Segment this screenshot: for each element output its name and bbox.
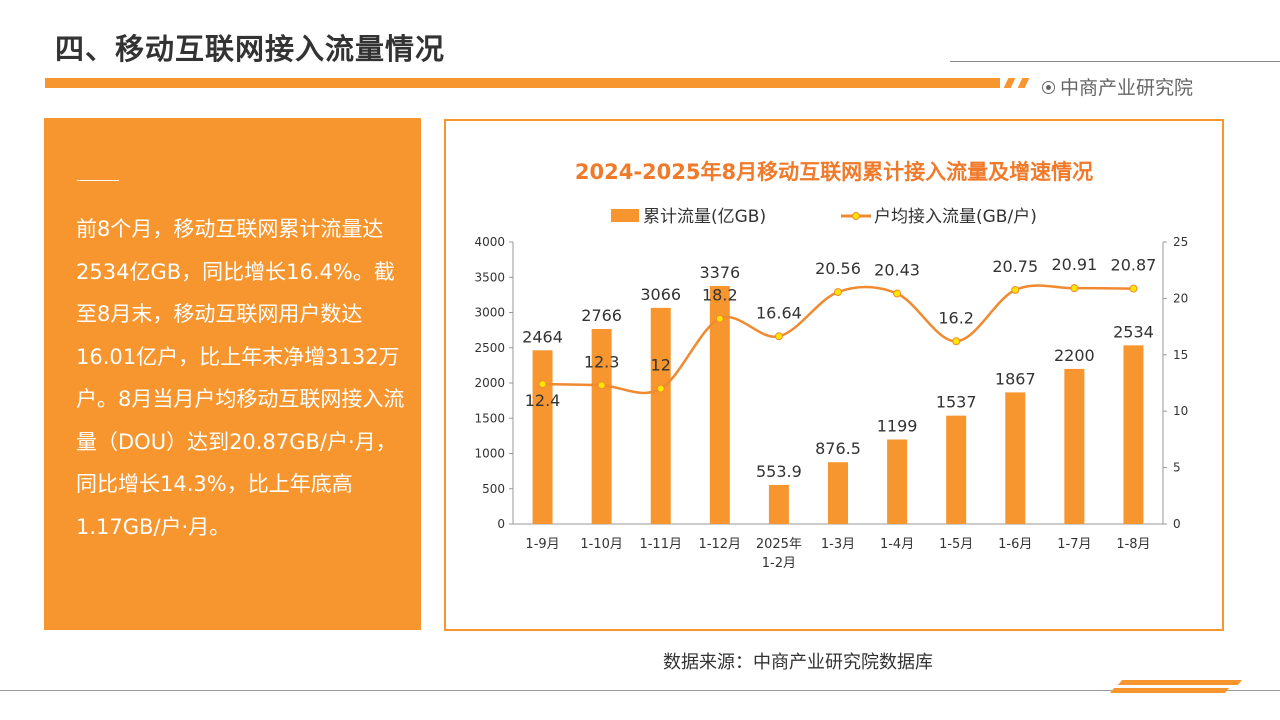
bar-data-label: 553.9	[756, 462, 802, 481]
x-tick-label: 1-8月	[1116, 537, 1150, 552]
bar	[1123, 345, 1144, 524]
x-tick-label: 1-10月	[580, 537, 623, 552]
x-tick-label: 1-2月	[762, 556, 796, 571]
line-data-label: 16.2	[938, 308, 974, 327]
legend-bar-label: 累计流量(亿GB)	[643, 207, 766, 227]
bar	[709, 285, 730, 524]
x-tick-label: 1-6月	[998, 537, 1032, 552]
line-point	[1011, 285, 1020, 294]
slash-decoration	[1003, 78, 1016, 88]
bar-data-label: 1867	[995, 369, 1036, 388]
source-note: 数据来源：中商产业研究院数据库	[663, 652, 933, 673]
line-data-label: 12.3	[584, 352, 620, 371]
legend-bar-swatch	[611, 209, 639, 222]
line-data-label: 20.91	[1051, 255, 1097, 274]
page-title: 四、移动互联网接入流量情况	[55, 32, 446, 66]
x-tick-label: 1-7月	[1057, 537, 1091, 552]
summary-text: 前8个月，移动互联网累计流量达2534亿GB，同比增长16.4%。截至8月末，移…	[76, 217, 405, 539]
line-data-label: 20.56	[815, 259, 861, 278]
slash-decoration	[1017, 78, 1030, 88]
footer-divider	[0, 690, 1280, 691]
line-point	[656, 384, 665, 393]
y-right-tick-label: 0	[1173, 517, 1181, 531]
y-right-tick-label: 5	[1173, 461, 1181, 475]
bar	[828, 462, 848, 524]
bar	[1064, 368, 1085, 524]
brand-name: 中商产业研究院	[1060, 77, 1194, 99]
y-left-tick-label: 1500	[474, 411, 505, 425]
chart-panel: 2024-2025年8月移动互联网累计接入流量及增速情况累计流量(亿GB) 户均接…	[444, 119, 1224, 631]
line-point	[538, 380, 547, 389]
line-point	[1070, 284, 1079, 293]
legend-line-marker	[852, 212, 860, 220]
y-left-tick-label: 3000	[474, 306, 505, 320]
x-tick-label: 1-12月	[699, 537, 742, 552]
bar-data-label: 2534	[1113, 322, 1154, 341]
x-tick-label: 2025年	[756, 537, 802, 552]
bar	[768, 484, 789, 524]
y-left-tick-label: 2500	[474, 341, 505, 355]
footer-stripe	[1117, 680, 1243, 685]
bar-data-label: 876.5	[815, 439, 861, 458]
y-left-tick-label: 4000	[474, 235, 505, 249]
line-point	[597, 381, 606, 390]
y-right-tick-label: 25	[1173, 235, 1188, 249]
header-divider	[950, 61, 1280, 62]
line-point	[715, 314, 724, 323]
y-left-tick-label: 500	[482, 482, 505, 496]
y-left-tick-label: 1000	[474, 447, 505, 461]
legend-line-label: 户均接入流量(GB/户)	[874, 207, 1037, 227]
line-data-label: 12	[651, 356, 671, 375]
summary-panel: 前8个月，移动互联网累计流量达2534亿GB，同比增长16.4%。截至8月末，移…	[44, 118, 421, 630]
line-point	[834, 288, 842, 297]
chart-title: 2024-2025年8月移动互联网累计接入流量及增速情况	[575, 160, 1093, 184]
bar-data-label: 2766	[581, 306, 622, 325]
header-accent-bar	[45, 78, 1000, 88]
line-point	[952, 337, 961, 346]
line-data-label: 18.2	[702, 286, 738, 305]
line-data-label: 20.87	[1111, 256, 1157, 275]
bar-data-label: 3376	[699, 263, 740, 282]
bar-data-label: 3066	[640, 285, 681, 304]
bar	[887, 439, 908, 524]
footer-stripe	[1109, 688, 1230, 693]
x-tick-label: 1-4月	[880, 537, 914, 552]
x-tick-label: 1-9月	[525, 537, 559, 552]
x-tick-label: 1-5月	[939, 537, 973, 552]
y-right-tick-label: 15	[1173, 348, 1188, 362]
line-point	[893, 289, 902, 298]
y-left-tick-label: 2000	[474, 376, 505, 390]
bar	[650, 307, 671, 524]
line-data-label: 20.75	[992, 257, 1038, 276]
x-tick-label: 1-11月	[639, 537, 682, 552]
bar-data-label: 2464	[522, 327, 563, 346]
y-right-tick-label: 10	[1173, 404, 1188, 418]
series-line	[542, 284, 1134, 395]
bar-data-label: 1199	[877, 416, 918, 435]
bar	[946, 415, 967, 524]
bar-data-label: 2200	[1054, 346, 1095, 365]
line-point	[774, 332, 783, 341]
x-tick-label: 1-3月	[821, 537, 855, 552]
line-data-label: 20.43	[874, 261, 920, 280]
target-icon	[1042, 81, 1055, 94]
y-right-tick-label: 20	[1173, 291, 1188, 305]
divider	[77, 180, 119, 181]
y-left-tick-label: 0	[497, 517, 505, 531]
y-left-tick-label: 3500	[474, 270, 505, 284]
bar	[591, 328, 612, 524]
bar-data-label: 1537	[936, 393, 977, 412]
line-point	[1129, 284, 1138, 293]
line-data-label: 16.64	[756, 303, 802, 322]
brand-logo: 中商产业研究院	[1042, 73, 1193, 100]
line-data-label: 12.4	[525, 391, 561, 410]
bar	[1005, 392, 1026, 524]
bar	[532, 350, 553, 524]
